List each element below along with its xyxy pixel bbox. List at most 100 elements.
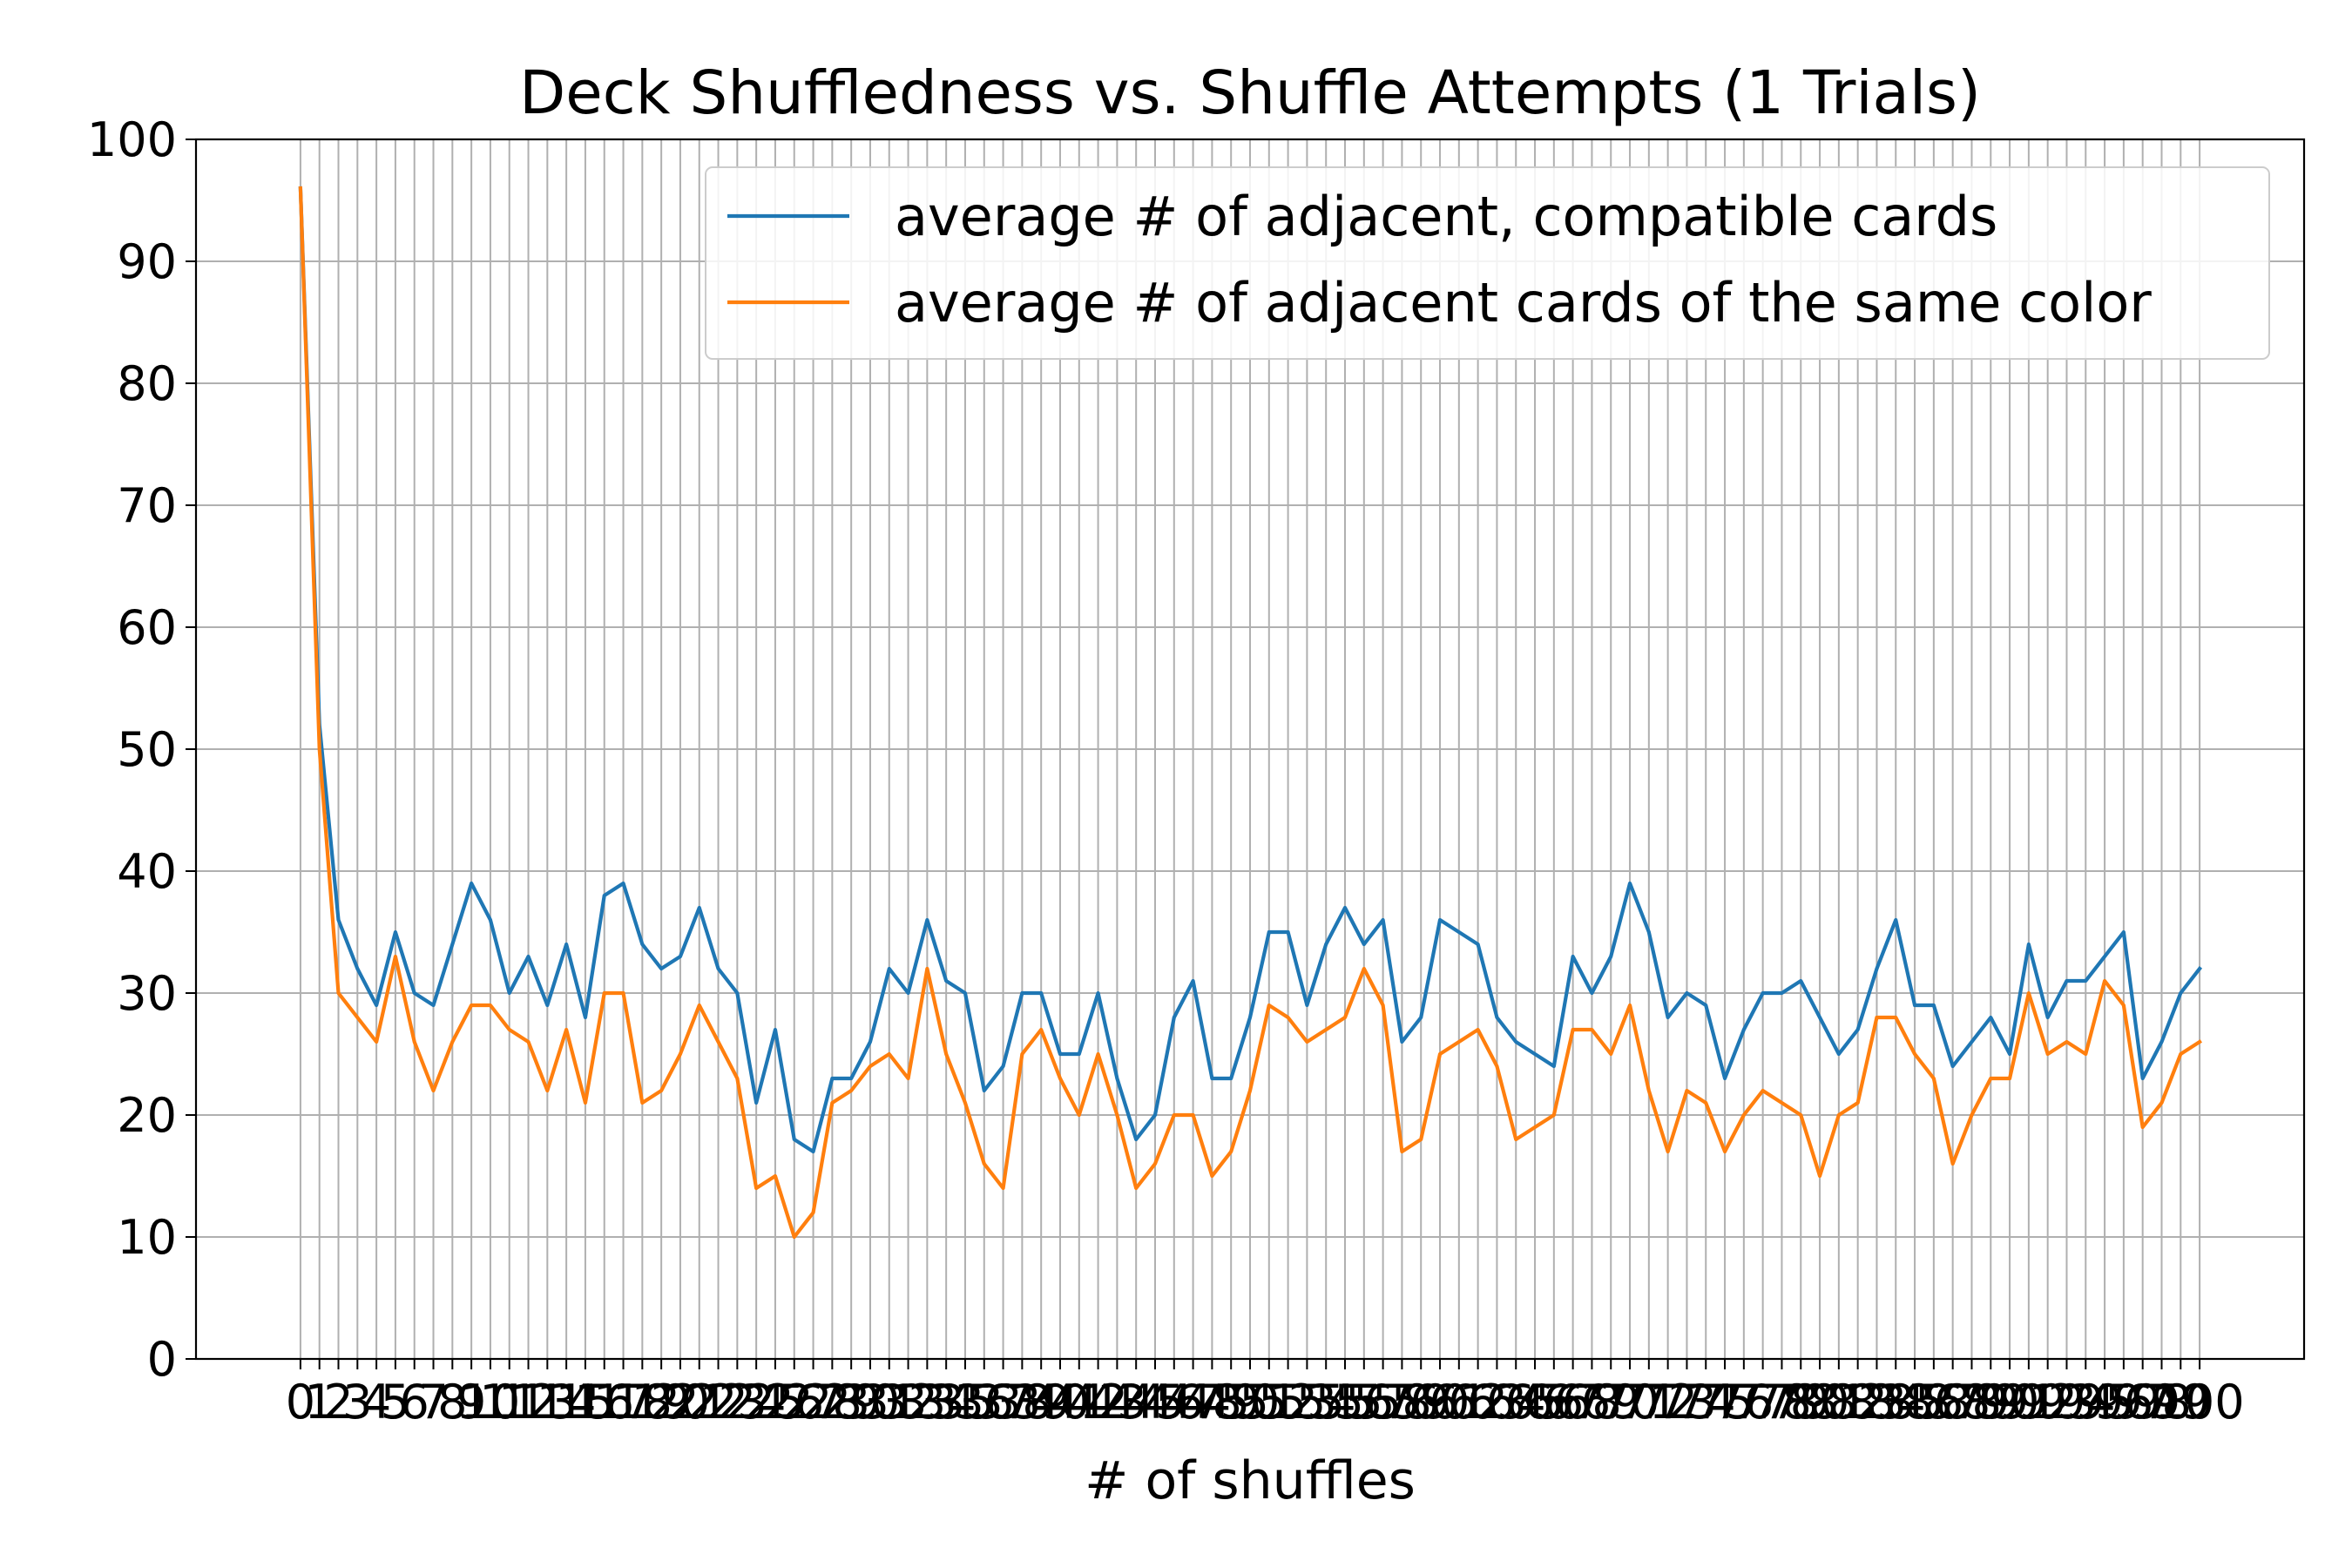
x-tick-label: 29 bbox=[821, 1375, 882, 1429]
x-tick-label: 65 bbox=[1505, 1375, 1565, 1429]
x-tick-label: 38 bbox=[992, 1375, 1052, 1429]
series-lines bbox=[298, 186, 2203, 1240]
x-tick-label: 4 bbox=[362, 1375, 391, 1429]
x-tick-label: 56 bbox=[1334, 1375, 1394, 1429]
x-tick-label: 18 bbox=[612, 1375, 672, 1429]
y-tick-label: 100 bbox=[87, 112, 177, 167]
y-tick-label: 60 bbox=[117, 600, 177, 655]
x-tick-label: 81 bbox=[1808, 1375, 1869, 1429]
x-tick-label: 16 bbox=[574, 1375, 634, 1429]
x-tick-label: 86 bbox=[1904, 1375, 1964, 1429]
x-tick-label: 22 bbox=[688, 1375, 748, 1429]
x-tick-label: 51 bbox=[1239, 1375, 1299, 1429]
x-tick-label: 98 bbox=[2132, 1375, 2192, 1429]
x-tick-label: 14 bbox=[537, 1375, 597, 1429]
x-tick-label: 13 bbox=[517, 1375, 578, 1429]
x-tick-label: 6 bbox=[400, 1375, 429, 1429]
x-tick-label: 44 bbox=[1106, 1375, 1166, 1429]
x-tick-label: 71 bbox=[1619, 1375, 1679, 1429]
y-tick-label: 40 bbox=[117, 844, 177, 899]
x-tick-label: 48 bbox=[1182, 1375, 1242, 1429]
x-tick-label: 31 bbox=[859, 1375, 919, 1429]
y-tick-label: 80 bbox=[117, 356, 177, 411]
series-line-0 bbox=[298, 186, 2203, 1154]
x-tick-label: 7 bbox=[418, 1375, 448, 1429]
x-tick-label: 52 bbox=[1258, 1375, 1318, 1429]
x-tick-label: 32 bbox=[878, 1375, 938, 1429]
x-tick-label: 55 bbox=[1315, 1375, 1375, 1429]
x-tick-label: 8 bbox=[437, 1375, 467, 1429]
x-tick-label: 35 bbox=[936, 1375, 996, 1429]
x-tick-label: 37 bbox=[973, 1375, 1033, 1429]
y-tick-label: 30 bbox=[117, 966, 177, 1021]
x-tick-label: 21 bbox=[669, 1375, 729, 1429]
x-tick-label: 0 bbox=[286, 1375, 315, 1429]
x-tick-label: 95 bbox=[2075, 1375, 2135, 1429]
x-tick-label: 85 bbox=[1885, 1375, 1945, 1429]
x-tick-label: 82 bbox=[1828, 1375, 1888, 1429]
x-tick-label: 89 bbox=[1961, 1375, 2021, 1429]
x-tick-label: 2 bbox=[323, 1375, 353, 1429]
x-tick-label: 46 bbox=[1144, 1375, 1204, 1429]
x-tick-label: 54 bbox=[1296, 1375, 1356, 1429]
x-tick-label: 40 bbox=[1031, 1375, 1091, 1429]
x-tick-label: 84 bbox=[1866, 1375, 1926, 1429]
legend: average # of adjacent, compatible cards a… bbox=[705, 166, 2270, 360]
x-tick-label: 79 bbox=[1771, 1375, 1831, 1429]
x-tick-label: 53 bbox=[1277, 1375, 1337, 1429]
x-tick-label: 97 bbox=[2112, 1375, 2173, 1429]
x-tick-label: 49 bbox=[1201, 1375, 1261, 1429]
x-tick-label: 90 bbox=[1980, 1375, 2040, 1429]
x-tick-label: 92 bbox=[2017, 1375, 2078, 1429]
x-tick-label: 12 bbox=[498, 1375, 558, 1429]
x-tick-label: 73 bbox=[1657, 1375, 1717, 1429]
x-tick-label: 100 bbox=[2155, 1375, 2245, 1429]
x-tick-label: 50 bbox=[1220, 1375, 1281, 1429]
x-tick-label: 30 bbox=[841, 1375, 901, 1429]
y-tick-label: 50 bbox=[117, 722, 177, 777]
x-tick-label: 96 bbox=[2094, 1375, 2154, 1429]
x-tick-label: 69 bbox=[1581, 1375, 1641, 1429]
x-tick-label: 66 bbox=[1524, 1375, 1584, 1429]
legend-label: average # of adjacent, compatible cards bbox=[895, 185, 1997, 248]
x-tick-label: 27 bbox=[783, 1375, 843, 1429]
x-tick-label: 42 bbox=[1068, 1375, 1128, 1429]
x-tick-label: 72 bbox=[1638, 1375, 1698, 1429]
x-tick-label: 59 bbox=[1391, 1375, 1451, 1429]
x-tick-label: 77 bbox=[1733, 1375, 1793, 1429]
x-tick-label: 20 bbox=[651, 1375, 711, 1429]
y-tick-label: 20 bbox=[117, 1088, 177, 1143]
series-line-1 bbox=[298, 186, 2202, 1240]
y-tick-label: 0 bbox=[147, 1332, 177, 1387]
x-tick-label: 67 bbox=[1543, 1375, 1603, 1429]
x-tick-label: 9 bbox=[456, 1375, 486, 1429]
x-tick-label: 26 bbox=[764, 1375, 824, 1429]
x-tick-label: 61 bbox=[1429, 1375, 1489, 1429]
x-tick-label: 24 bbox=[727, 1375, 787, 1429]
x-tick-label: 62 bbox=[1448, 1375, 1508, 1429]
x-tick-label: 91 bbox=[1999, 1375, 2059, 1429]
legend-label: average # of adjacent cards of the same … bbox=[895, 271, 2152, 335]
x-tick-label: 57 bbox=[1353, 1375, 1413, 1429]
x-tick-label: 64 bbox=[1486, 1375, 1546, 1429]
x-tick-label: 23 bbox=[707, 1375, 767, 1429]
x-tick-label: 11 bbox=[479, 1375, 539, 1429]
x-tick-label: 99 bbox=[2151, 1375, 2211, 1429]
x-tick-label: 25 bbox=[746, 1375, 806, 1429]
x-tick-label: 47 bbox=[1163, 1375, 1223, 1429]
x-tick-label: 19 bbox=[632, 1375, 692, 1429]
x-tick-label: 10 bbox=[461, 1375, 521, 1429]
x-tick-label: 75 bbox=[1695, 1375, 1755, 1429]
x-tick-label: 34 bbox=[916, 1375, 977, 1429]
x-tick-label: 17 bbox=[593, 1375, 653, 1429]
x-tick-label: 15 bbox=[556, 1375, 616, 1429]
x-tick-label: 70 bbox=[1600, 1375, 1660, 1429]
y-tick-label: 70 bbox=[117, 478, 177, 533]
axis-ticks: 0102030405060708090100012345678910111213… bbox=[87, 112, 2245, 1429]
x-tick-label: 28 bbox=[802, 1375, 862, 1429]
legend-box bbox=[705, 166, 2270, 360]
y-tick-label: 90 bbox=[117, 234, 177, 289]
x-tick-label: 3 bbox=[342, 1375, 372, 1429]
x-axis-label: # of shuffles bbox=[1085, 1450, 1416, 1511]
